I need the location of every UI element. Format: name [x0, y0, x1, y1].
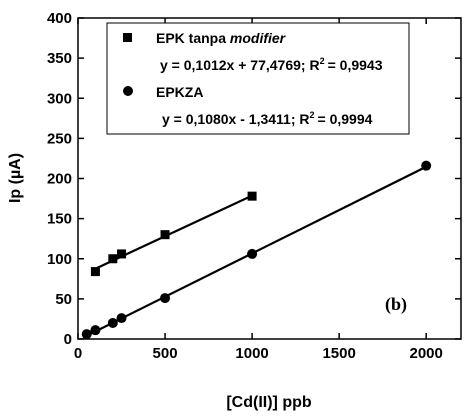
data-point-series-2	[160, 293, 171, 304]
legend-box	[106, 22, 410, 135]
legend-series-1-eq-r2: = 0,9943	[328, 57, 383, 73]
y-tick-label: 100	[47, 251, 72, 268]
data-point-series-2	[81, 329, 92, 340]
fit-line-series-2	[86, 165, 427, 337]
data-point-series-2	[116, 313, 127, 324]
x-tick-label: 1500	[322, 345, 355, 362]
y-tick-label: 400	[47, 10, 72, 27]
data-point-series-2	[247, 248, 258, 259]
x-axis-title: [Cd(II)] ppb	[226, 394, 312, 411]
data-point-series-1	[247, 191, 257, 201]
data-point-series-2	[107, 317, 118, 328]
legend-series-2-equation: y = 0,1080x - 1,3411; R2 = 0,9994	[162, 110, 373, 127]
y-tick-label: 50	[55, 291, 72, 308]
legend-series-2-eq-main: y = 0,1080x - 1,3411; R	[162, 111, 310, 127]
y-axis-ticks: 0 50 100 150 200 250 300 350 400	[47, 10, 461, 348]
x-axis-ticks: 0 500 1000 1500 2000	[74, 18, 443, 362]
x-tick-label: 0	[74, 345, 82, 362]
data-point-series-1	[160, 230, 170, 240]
y-axis-title: Ip (µA)	[7, 153, 24, 203]
legend-series-1-eq-main: y = 0,1012x + 77,4769; R	[160, 57, 320, 73]
legend-series-1-label: EPK tanpa modifier	[156, 30, 287, 46]
legend-series-1-name-emph: modifier	[230, 30, 287, 46]
legend-series-1-eq-sup: 2	[320, 56, 325, 66]
legend-series-2-eq-r2: = 0,9994	[318, 111, 373, 127]
data-point-series-1	[108, 254, 118, 264]
panel-label: (b)	[385, 294, 407, 315]
y-tick-label: 0	[64, 331, 72, 348]
legend-series-2-label: EPKZA	[156, 84, 203, 100]
data-point-series-2	[90, 325, 101, 336]
data-point-series-1	[117, 249, 127, 259]
y-tick-label: 250	[47, 130, 72, 147]
legend-marker-circle	[123, 86, 133, 96]
y-tick-label: 350	[47, 50, 72, 67]
legend-marker-square	[123, 33, 132, 42]
legend-series-2-name: EPKZA	[156, 84, 203, 100]
y-tick-label: 300	[47, 90, 72, 107]
x-tick-label: 2000	[409, 345, 442, 362]
data-markers	[81, 160, 432, 340]
legend-series-1-equation: y = 0,1012x + 77,4769; R2 = 0,9943	[160, 56, 383, 73]
data-point-series-1	[90, 267, 100, 277]
y-tick-label: 150	[47, 211, 72, 228]
y-tick-label: 200	[47, 171, 72, 188]
data-point-series-2	[421, 160, 432, 171]
legend: EPK tanpa modifier y = 0,1012x + 77,4769…	[106, 22, 410, 135]
x-tick-label: 500	[153, 345, 178, 362]
x-tick-label: 1000	[235, 345, 268, 362]
legend-series-1-name: EPK tanpa	[156, 30, 230, 46]
legend-series-2-eq-sup: 2	[310, 110, 315, 120]
